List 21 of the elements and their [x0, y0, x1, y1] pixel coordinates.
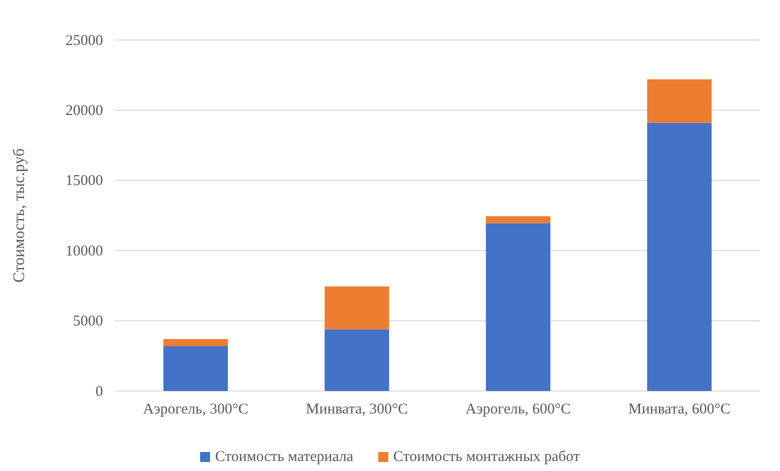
x-tick-label: Аэрогель, 600°C: [466, 402, 571, 418]
y-tick-label: 15000: [66, 173, 103, 190]
y-tick-label: 5000: [73, 314, 103, 330]
bar: [163, 339, 228, 346]
bar: [163, 346, 228, 391]
x-tick-label: Минвата, 600°C: [628, 402, 730, 418]
bar: [324, 329, 390, 391]
bar: [324, 286, 390, 330]
bar: [486, 223, 550, 391]
y-tick-label: 25000: [66, 32, 103, 49]
y-axis-title: Стоимость, тыс.руб: [11, 148, 28, 283]
x-tick-label: Аэрогель, 300°C: [143, 402, 248, 418]
bar: [647, 122, 712, 391]
y-tick-label: 10000: [66, 243, 103, 260]
legend-label: Стоимость монтажных работ: [393, 449, 580, 465]
bar: [486, 216, 550, 224]
bar: [647, 79, 712, 123]
x-tick-label: Минвата, 300°C: [306, 402, 408, 418]
legend-label: Стоимость материала: [215, 449, 354, 465]
y-tick-label: 20000: [66, 103, 103, 119]
y-tick-label: 0: [96, 384, 103, 400]
